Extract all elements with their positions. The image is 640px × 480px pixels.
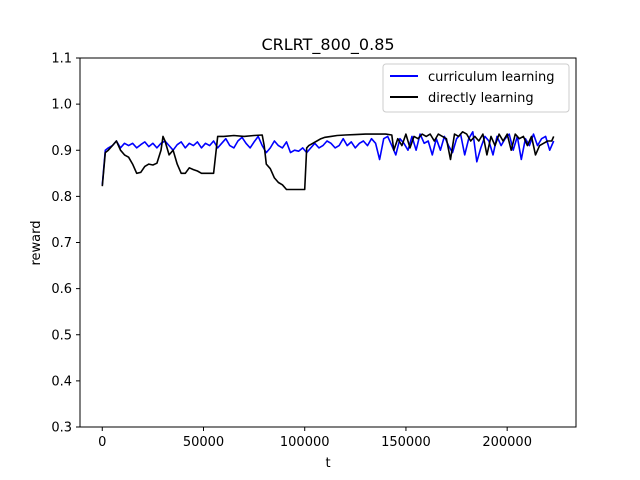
x-tick-label: 200000 <box>482 435 532 450</box>
y-tick-label: 0.3 <box>51 421 72 436</box>
y-tick-label: 0.7 <box>51 236 72 251</box>
legend-label-curriculum: curriculum learning <box>428 70 555 85</box>
x-tick-label: 100000 <box>280 435 330 450</box>
legend-box <box>382 63 570 113</box>
y-tick-label: 0.4 <box>51 374 72 389</box>
x-axis-title: t <box>325 456 330 471</box>
x-axis: 0 50000 100000 150000 200000 <box>98 427 532 450</box>
y-tick-label: 1.0 <box>51 98 72 113</box>
legend-label-directly: directly learning <box>428 91 534 106</box>
series-line-curriculum-learning <box>101 131 555 185</box>
y-tick-label: 0.9 <box>51 144 72 159</box>
x-tick-label: 50000 <box>183 435 224 450</box>
y-axis: 0.3 0.4 0.5 0.6 0.7 0.8 0.9 1.0 1.1 <box>51 52 80 436</box>
x-tick-label: 0 <box>98 435 106 450</box>
legend: curriculum learning directly learning <box>382 63 570 113</box>
y-tick-label: 0.6 <box>51 282 72 297</box>
x-tick-label: 150000 <box>381 435 431 450</box>
y-tick-label: 0.8 <box>51 190 72 205</box>
series-layer <box>101 131 555 191</box>
series-line-directly-learning <box>101 131 555 191</box>
chart-title: CRLRT_800_0.85 <box>261 35 394 55</box>
y-tick-label: 1.1 <box>51 52 72 67</box>
y-tick-label: 0.5 <box>51 328 72 343</box>
y-axis-title: reward <box>29 220 44 265</box>
